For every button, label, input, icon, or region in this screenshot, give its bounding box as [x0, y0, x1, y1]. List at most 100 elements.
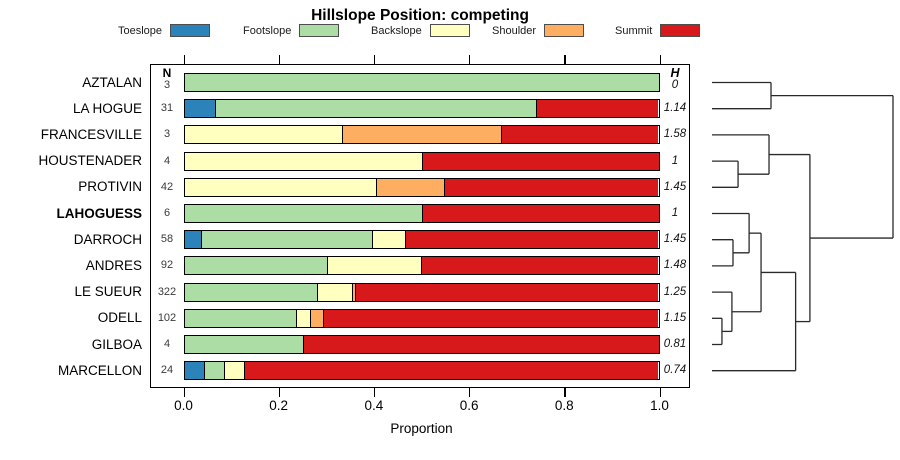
stacked-bar: [183, 282, 660, 302]
legend-item: Backslope: [371, 24, 470, 37]
stacked-bar: [183, 73, 660, 92]
bar-segment-summit: [244, 362, 659, 380]
legend-swatch: [660, 24, 701, 37]
stacked-bar: [183, 99, 660, 119]
axis-tick-top: [373, 55, 376, 64]
n-value: 6: [163, 207, 171, 219]
bar-segment-backslope: [326, 257, 422, 275]
axis-tick-bottom: [659, 388, 661, 397]
bar-segment-footslope: [184, 257, 327, 275]
site-label: FRANCESVILLE: [40, 126, 142, 142]
bar-segment-shoulder: [309, 309, 324, 327]
n-value: 92: [160, 259, 174, 272]
site-label: DARROCH: [73, 231, 142, 247]
site-label: LA HOGUE: [72, 100, 142, 116]
site-label: ANDRES: [85, 257, 142, 273]
axis-tick-top: [278, 55, 280, 64]
bar-segment-summit: [536, 100, 659, 118]
legend-label: Backslope: [371, 24, 422, 37]
bar-segment-summit: [404, 231, 659, 249]
legend-item: Toeslope: [118, 24, 211, 37]
stacked-bar: [183, 256, 660, 276]
legend-label: Shoulder: [492, 24, 537, 37]
stacked-bar: [183, 335, 660, 354]
bar-segment-footslope: [184, 309, 296, 327]
axis-tick-bottom: [469, 388, 471, 397]
h-value: 1.48: [663, 259, 687, 272]
h-column-header: H: [670, 66, 680, 80]
site-label: LE SUEUR: [74, 284, 142, 300]
bar-segment-summit: [421, 257, 659, 275]
h-value: 1.25: [663, 285, 687, 298]
bar-segment-backslope: [317, 283, 352, 301]
n-column-header: N: [162, 66, 172, 80]
bar-segment-summit: [323, 309, 659, 327]
bar-segment-footslope: [200, 231, 373, 249]
legend-swatch: [429, 24, 470, 37]
n-value: 58: [160, 233, 174, 246]
legend-item: Shoulder: [492, 24, 585, 37]
axis-tick-top: [564, 55, 566, 64]
legend-swatch: [544, 24, 585, 37]
bar-segment-backslope: [224, 362, 245, 380]
bar-segment-backslope: [372, 231, 405, 249]
h-value: 1: [671, 207, 679, 219]
bar-segment-footslope: [184, 283, 318, 301]
legend-label: Summit: [615, 24, 653, 37]
bar-segment-toeslope: [184, 231, 201, 249]
h-value: 1.45: [663, 233, 687, 246]
axis-tick-label: 0.4: [364, 398, 384, 413]
legend-swatch: [170, 24, 211, 37]
site-label: MARCELLON: [57, 362, 142, 378]
axis-tick-top: [659, 55, 661, 64]
bar-segment-shoulder: [376, 178, 445, 196]
stacked-bar: [183, 230, 660, 250]
bar-segment-footslope: [184, 336, 303, 353]
bar-segment-summit: [421, 152, 659, 170]
bar-segment-summit: [421, 205, 659, 222]
x-axis-title: Proportion: [390, 421, 453, 436]
stacked-bar: [183, 361, 660, 381]
n-value: 24: [160, 364, 174, 377]
bar-segment-footslope: [215, 100, 537, 118]
bar-segment-toeslope: [184, 100, 216, 118]
axis-tick-label: 0.8: [554, 398, 574, 413]
axis-tick-label: 0.0: [174, 398, 193, 413]
site-label: PROTIVIN: [78, 179, 142, 195]
bar-segment-footslope: [184, 205, 422, 222]
h-value: 0.81: [663, 338, 687, 350]
stacked-bar: [183, 308, 660, 328]
h-value: 0.74: [663, 364, 687, 377]
bar-segment-toeslope: [184, 362, 205, 380]
legend-item: Footslope: [243, 24, 340, 37]
plot-box: [150, 64, 690, 388]
dendrogram: [712, 81, 894, 372]
bar-segment-summit: [354, 283, 659, 301]
stacked-bar: [183, 204, 660, 223]
bar-segment-backslope: [295, 309, 310, 327]
axis-tick-label: 1.0: [650, 398, 669, 413]
chart-title: Hillslope Position: competing: [311, 7, 529, 24]
site-label: HOUSTENADER: [38, 153, 142, 169]
axis-tick-top: [183, 55, 185, 64]
bar-segment-shoulder: [342, 126, 501, 144]
stacked-bar: [183, 177, 660, 197]
n-value: 322: [157, 285, 177, 298]
site-label: LAHOGUESS: [56, 205, 142, 221]
n-value: 42: [160, 180, 174, 193]
h-value: 1.15: [663, 311, 687, 324]
n-value: 4: [163, 338, 171, 350]
legend-swatch: [299, 24, 340, 37]
axis-tick-bottom: [373, 388, 376, 397]
axis-tick-bottom: [278, 388, 280, 397]
n-value: 3: [163, 78, 171, 91]
axis-tick-top: [469, 55, 471, 64]
stacked-bar: [183, 125, 660, 145]
n-value: 4: [163, 154, 171, 167]
axis-tick-bottom: [183, 388, 185, 397]
site-label: AZTALAN: [82, 74, 142, 90]
axis-tick-bottom: [564, 388, 566, 397]
n-value: 3: [163, 128, 171, 141]
bar-segment-shoulder: [351, 283, 355, 301]
